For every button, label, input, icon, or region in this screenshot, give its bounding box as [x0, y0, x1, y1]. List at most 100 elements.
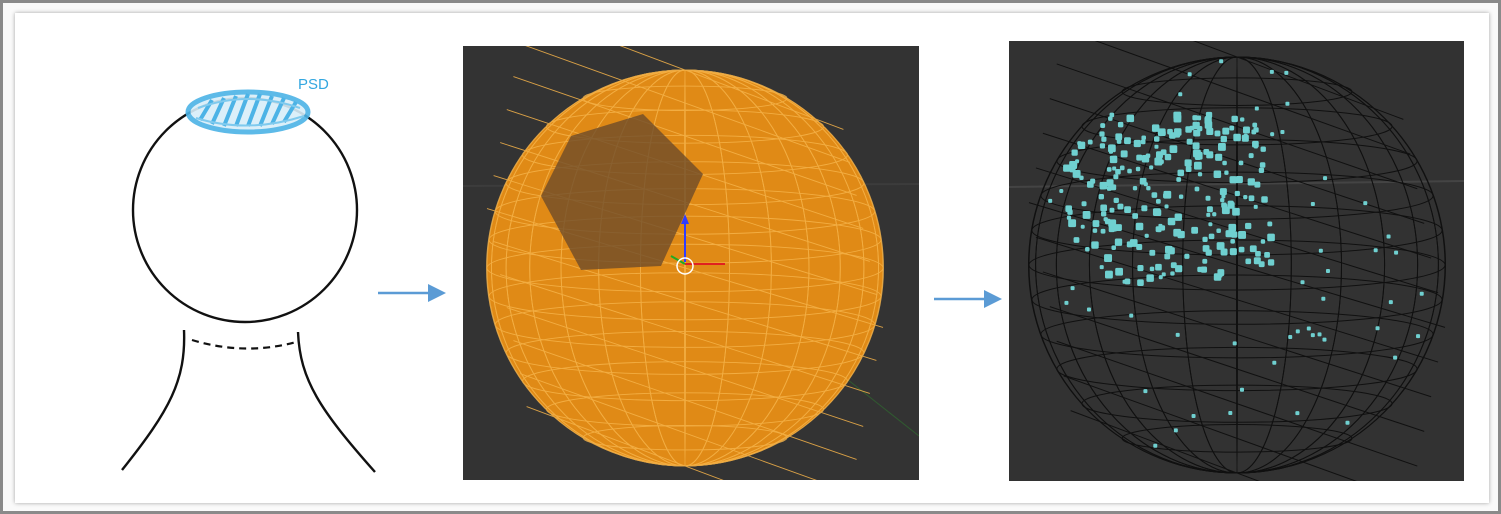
point-marker — [1419, 291, 1424, 296]
point-marker — [1122, 279, 1127, 284]
point-marker — [1149, 249, 1156, 256]
point-marker — [1082, 211, 1091, 219]
point-marker — [1231, 231, 1238, 238]
point-marker — [1154, 136, 1160, 142]
point-marker — [1160, 149, 1167, 156]
point-marker — [1135, 222, 1144, 231]
point-marker — [1176, 177, 1182, 182]
point-marker — [1306, 326, 1311, 331]
point-marker — [1393, 355, 1398, 360]
arrow-right-icon — [376, 282, 448, 304]
orange-wireframe-sphere — [463, 46, 919, 480]
point-marker — [1144, 233, 1149, 238]
point-marker — [1252, 122, 1258, 128]
point-marker — [1184, 159, 1192, 167]
point-marker — [1202, 245, 1210, 252]
neck-left — [121, 329, 186, 471]
point-marker — [1100, 123, 1106, 128]
point-marker — [1218, 143, 1226, 151]
point-marker — [1119, 165, 1125, 171]
point-marker — [1192, 121, 1200, 130]
point-marker — [1113, 197, 1119, 204]
point-marker — [1085, 246, 1090, 252]
point-marker — [1099, 143, 1106, 149]
point-marker — [1109, 155, 1118, 164]
point-marker — [1161, 272, 1166, 277]
point-marker — [1206, 127, 1214, 135]
point-marker — [1115, 133, 1123, 141]
point-marker — [1310, 201, 1315, 206]
point-marker — [1126, 114, 1135, 123]
point-marker — [1295, 329, 1300, 334]
point-marker — [1066, 215, 1072, 220]
point-marker — [1100, 228, 1106, 234]
point-marker — [1267, 233, 1275, 242]
point-marker — [1124, 206, 1131, 213]
point-marker — [1098, 194, 1105, 200]
point-marker — [1178, 92, 1183, 97]
point-marker — [1099, 181, 1108, 190]
point-marker — [1146, 186, 1151, 191]
point-marker — [1255, 250, 1261, 257]
point-marker — [1099, 131, 1105, 137]
point-marker — [1280, 129, 1285, 134]
point-marker — [1220, 197, 1225, 203]
point-marker — [1129, 313, 1134, 318]
point-marker — [1220, 248, 1228, 256]
point-marker — [1115, 267, 1123, 276]
point-marker — [1177, 230, 1185, 239]
point-marker — [1151, 124, 1160, 132]
point-marker — [1115, 168, 1121, 175]
point-marker — [1194, 186, 1200, 192]
point-marker — [1416, 334, 1421, 339]
point-marker — [1109, 207, 1115, 213]
point-marker — [1231, 115, 1238, 123]
point-marker — [1140, 139, 1146, 145]
point-marker — [1063, 164, 1071, 172]
point-marker — [1269, 69, 1274, 74]
point-marker — [1242, 126, 1250, 134]
point-marker — [1158, 275, 1163, 280]
point-marker — [1220, 135, 1227, 143]
point-marker — [1174, 128, 1182, 136]
point-marker — [1215, 153, 1223, 161]
point-marker — [1254, 181, 1261, 188]
point-marker — [1197, 172, 1203, 177]
point-marker — [1175, 332, 1180, 337]
psd-shape — [185, 89, 311, 135]
point-marker — [1234, 190, 1240, 197]
point-marker — [1141, 135, 1147, 141]
point-marker — [1219, 59, 1224, 64]
point-marker — [1149, 266, 1155, 272]
point-marker — [1100, 204, 1108, 212]
point-marker — [1318, 248, 1323, 253]
point-marker — [1173, 428, 1178, 433]
head-outline — [121, 89, 376, 473]
point-marker — [1238, 230, 1247, 239]
point-marker — [1264, 252, 1270, 258]
point-marker — [1216, 228, 1221, 234]
point-marker — [1300, 280, 1305, 285]
point-marker — [1222, 160, 1227, 166]
point-marker — [1249, 245, 1257, 253]
point-marker — [1221, 206, 1230, 215]
point-marker — [1126, 241, 1133, 248]
point-marker — [1048, 198, 1053, 203]
point-marker — [1388, 300, 1393, 305]
point-marker — [1170, 220, 1175, 225]
point-marker — [1197, 266, 1203, 273]
point-marker — [1174, 116, 1179, 121]
point-marker — [1310, 333, 1315, 338]
point-marker — [1152, 208, 1161, 216]
point-marker — [1170, 271, 1175, 276]
point-marker — [1245, 222, 1252, 230]
point-marker — [1106, 167, 1112, 172]
point-marker — [1323, 176, 1328, 181]
point-marker — [1164, 153, 1172, 161]
point-marker — [1133, 139, 1141, 148]
point-marker — [1077, 141, 1086, 150]
point-marker — [1202, 236, 1208, 243]
point-marker — [1120, 150, 1128, 158]
patch-region — [541, 114, 703, 270]
point-marker — [1117, 121, 1124, 128]
